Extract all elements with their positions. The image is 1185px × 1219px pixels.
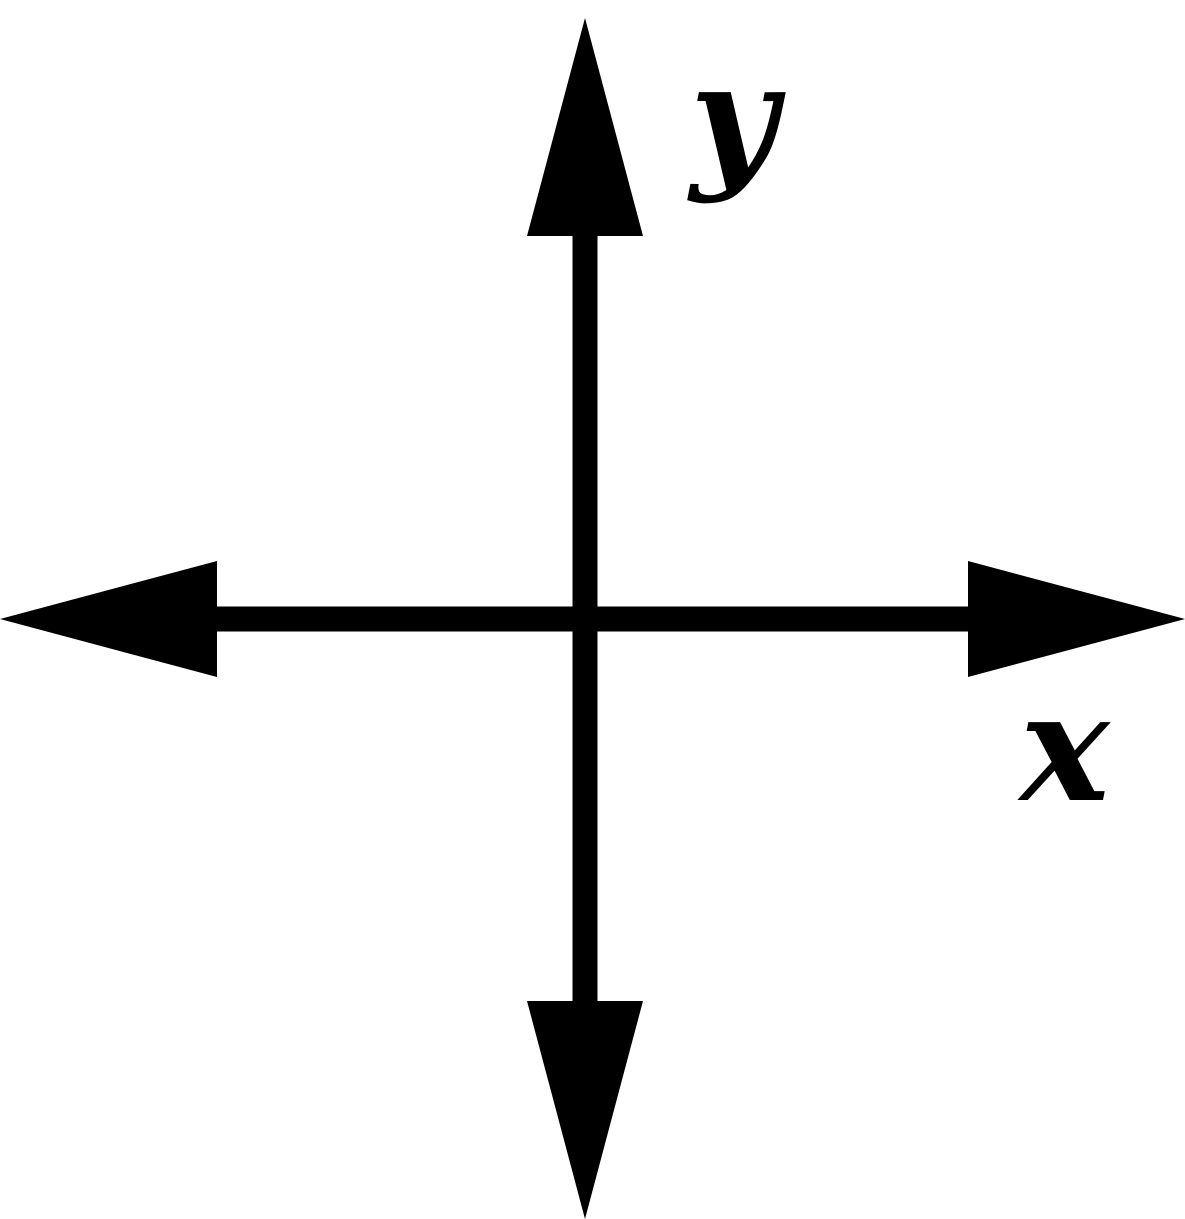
x-axis-label: x — [1017, 660, 1111, 836]
x-axis-right-arrowhead — [968, 561, 1185, 677]
y-axis-down-arrowhead — [527, 1001, 643, 1219]
y-axis-label: y — [687, 30, 786, 206]
x-axis-left-arrowhead — [0, 561, 217, 677]
y-axis-up-arrowhead — [527, 18, 643, 236]
